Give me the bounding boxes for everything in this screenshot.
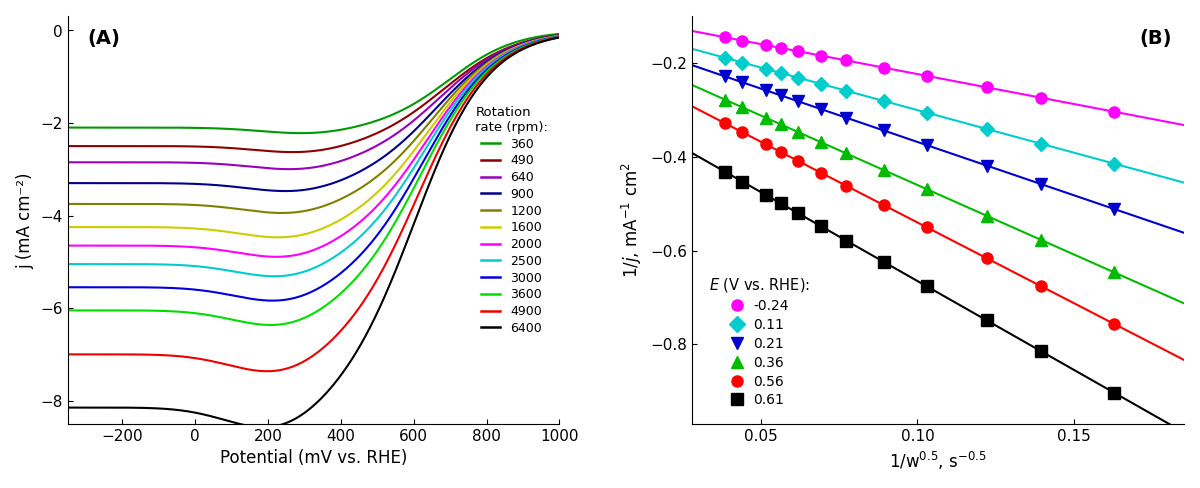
Text: (B): (B) [1139, 29, 1171, 48]
Legend: -0.24, 0.11, 0.21, 0.36, 0.56, 0.61: -0.24, 0.11, 0.21, 0.36, 0.56, 0.61 [703, 271, 816, 413]
Text: (A): (A) [88, 29, 120, 48]
Y-axis label: j (mA cm⁻²): j (mA cm⁻²) [17, 172, 35, 268]
Legend: 360, 490, 640, 900, 1200, 1600, 2000, 2500, 3000, 3600, 4900, 6400: 360, 490, 640, 900, 1200, 1600, 2000, 25… [470, 101, 553, 340]
Y-axis label: 1/$j$, mA$^{-1}$ cm$^{2}$: 1/$j$, mA$^{-1}$ cm$^{2}$ [620, 163, 644, 278]
X-axis label: Potential (mV vs. RHE): Potential (mV vs. RHE) [220, 449, 407, 467]
X-axis label: 1/w$^{0.5}$, s$^{-0.5}$: 1/w$^{0.5}$, s$^{-0.5}$ [889, 449, 986, 471]
